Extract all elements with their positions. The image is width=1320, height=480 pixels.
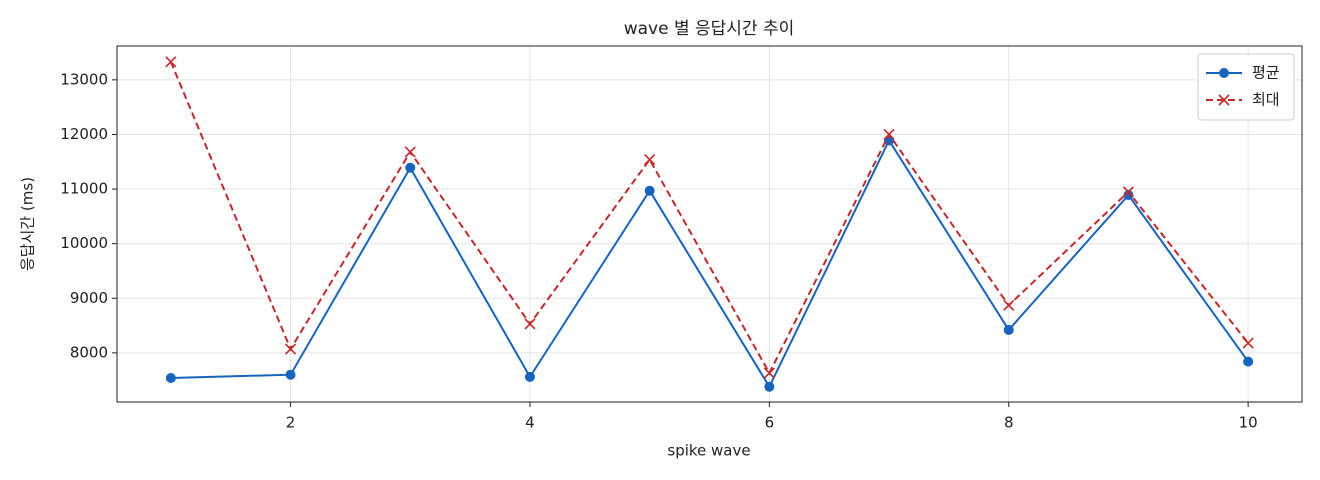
data-point: [763, 367, 775, 379]
data-point: [1122, 186, 1135, 198]
data-point: [644, 154, 656, 166]
data-point: [1243, 356, 1254, 367]
data-point: [165, 56, 177, 68]
legend-label: 최대: [1252, 91, 1280, 109]
data-point: [404, 146, 416, 158]
legend-marker: [1218, 94, 1230, 106]
x-tick-label: 2: [286, 414, 296, 432]
series-line: [169, 61, 1249, 376]
legend-label: 평균: [1252, 64, 1280, 82]
data-point: [764, 381, 775, 392]
x-tick-label: 8: [1004, 414, 1014, 432]
data-point: [1003, 299, 1015, 311]
x-tick-label: 10: [1239, 414, 1258, 432]
y-tick-label: 8000: [70, 343, 108, 361]
data-point: [285, 369, 296, 380]
data-point: [524, 318, 536, 330]
y-axis-label: 응답시간 (ms): [19, 177, 37, 271]
data-point: [165, 372, 176, 383]
x-tick-label: 6: [765, 414, 775, 432]
x-axis-label: spike wave: [667, 442, 750, 460]
data-point: [1003, 324, 1014, 335]
series-line: [170, 138, 1249, 389]
y-tick-label: 10000: [60, 234, 108, 252]
chart-title: wave 별 응답시간 추이: [624, 19, 795, 39]
x-tick-label: 4: [525, 414, 535, 432]
data-point: [883, 128, 895, 141]
y-tick-label: 11000: [60, 180, 108, 198]
data-point: [524, 371, 535, 382]
data-point: [405, 162, 416, 173]
plot-frame: [116, 45, 1303, 403]
data-point: [1123, 190, 1134, 201]
data-point: [1242, 337, 1254, 349]
y-tick-label: 13000: [60, 70, 108, 88]
y-tick-label: 9000: [70, 289, 108, 307]
data-point: [284, 343, 297, 355]
legend-marker: [1219, 68, 1229, 78]
y-tick-label: 12000: [60, 125, 108, 143]
data-point: [644, 185, 655, 196]
